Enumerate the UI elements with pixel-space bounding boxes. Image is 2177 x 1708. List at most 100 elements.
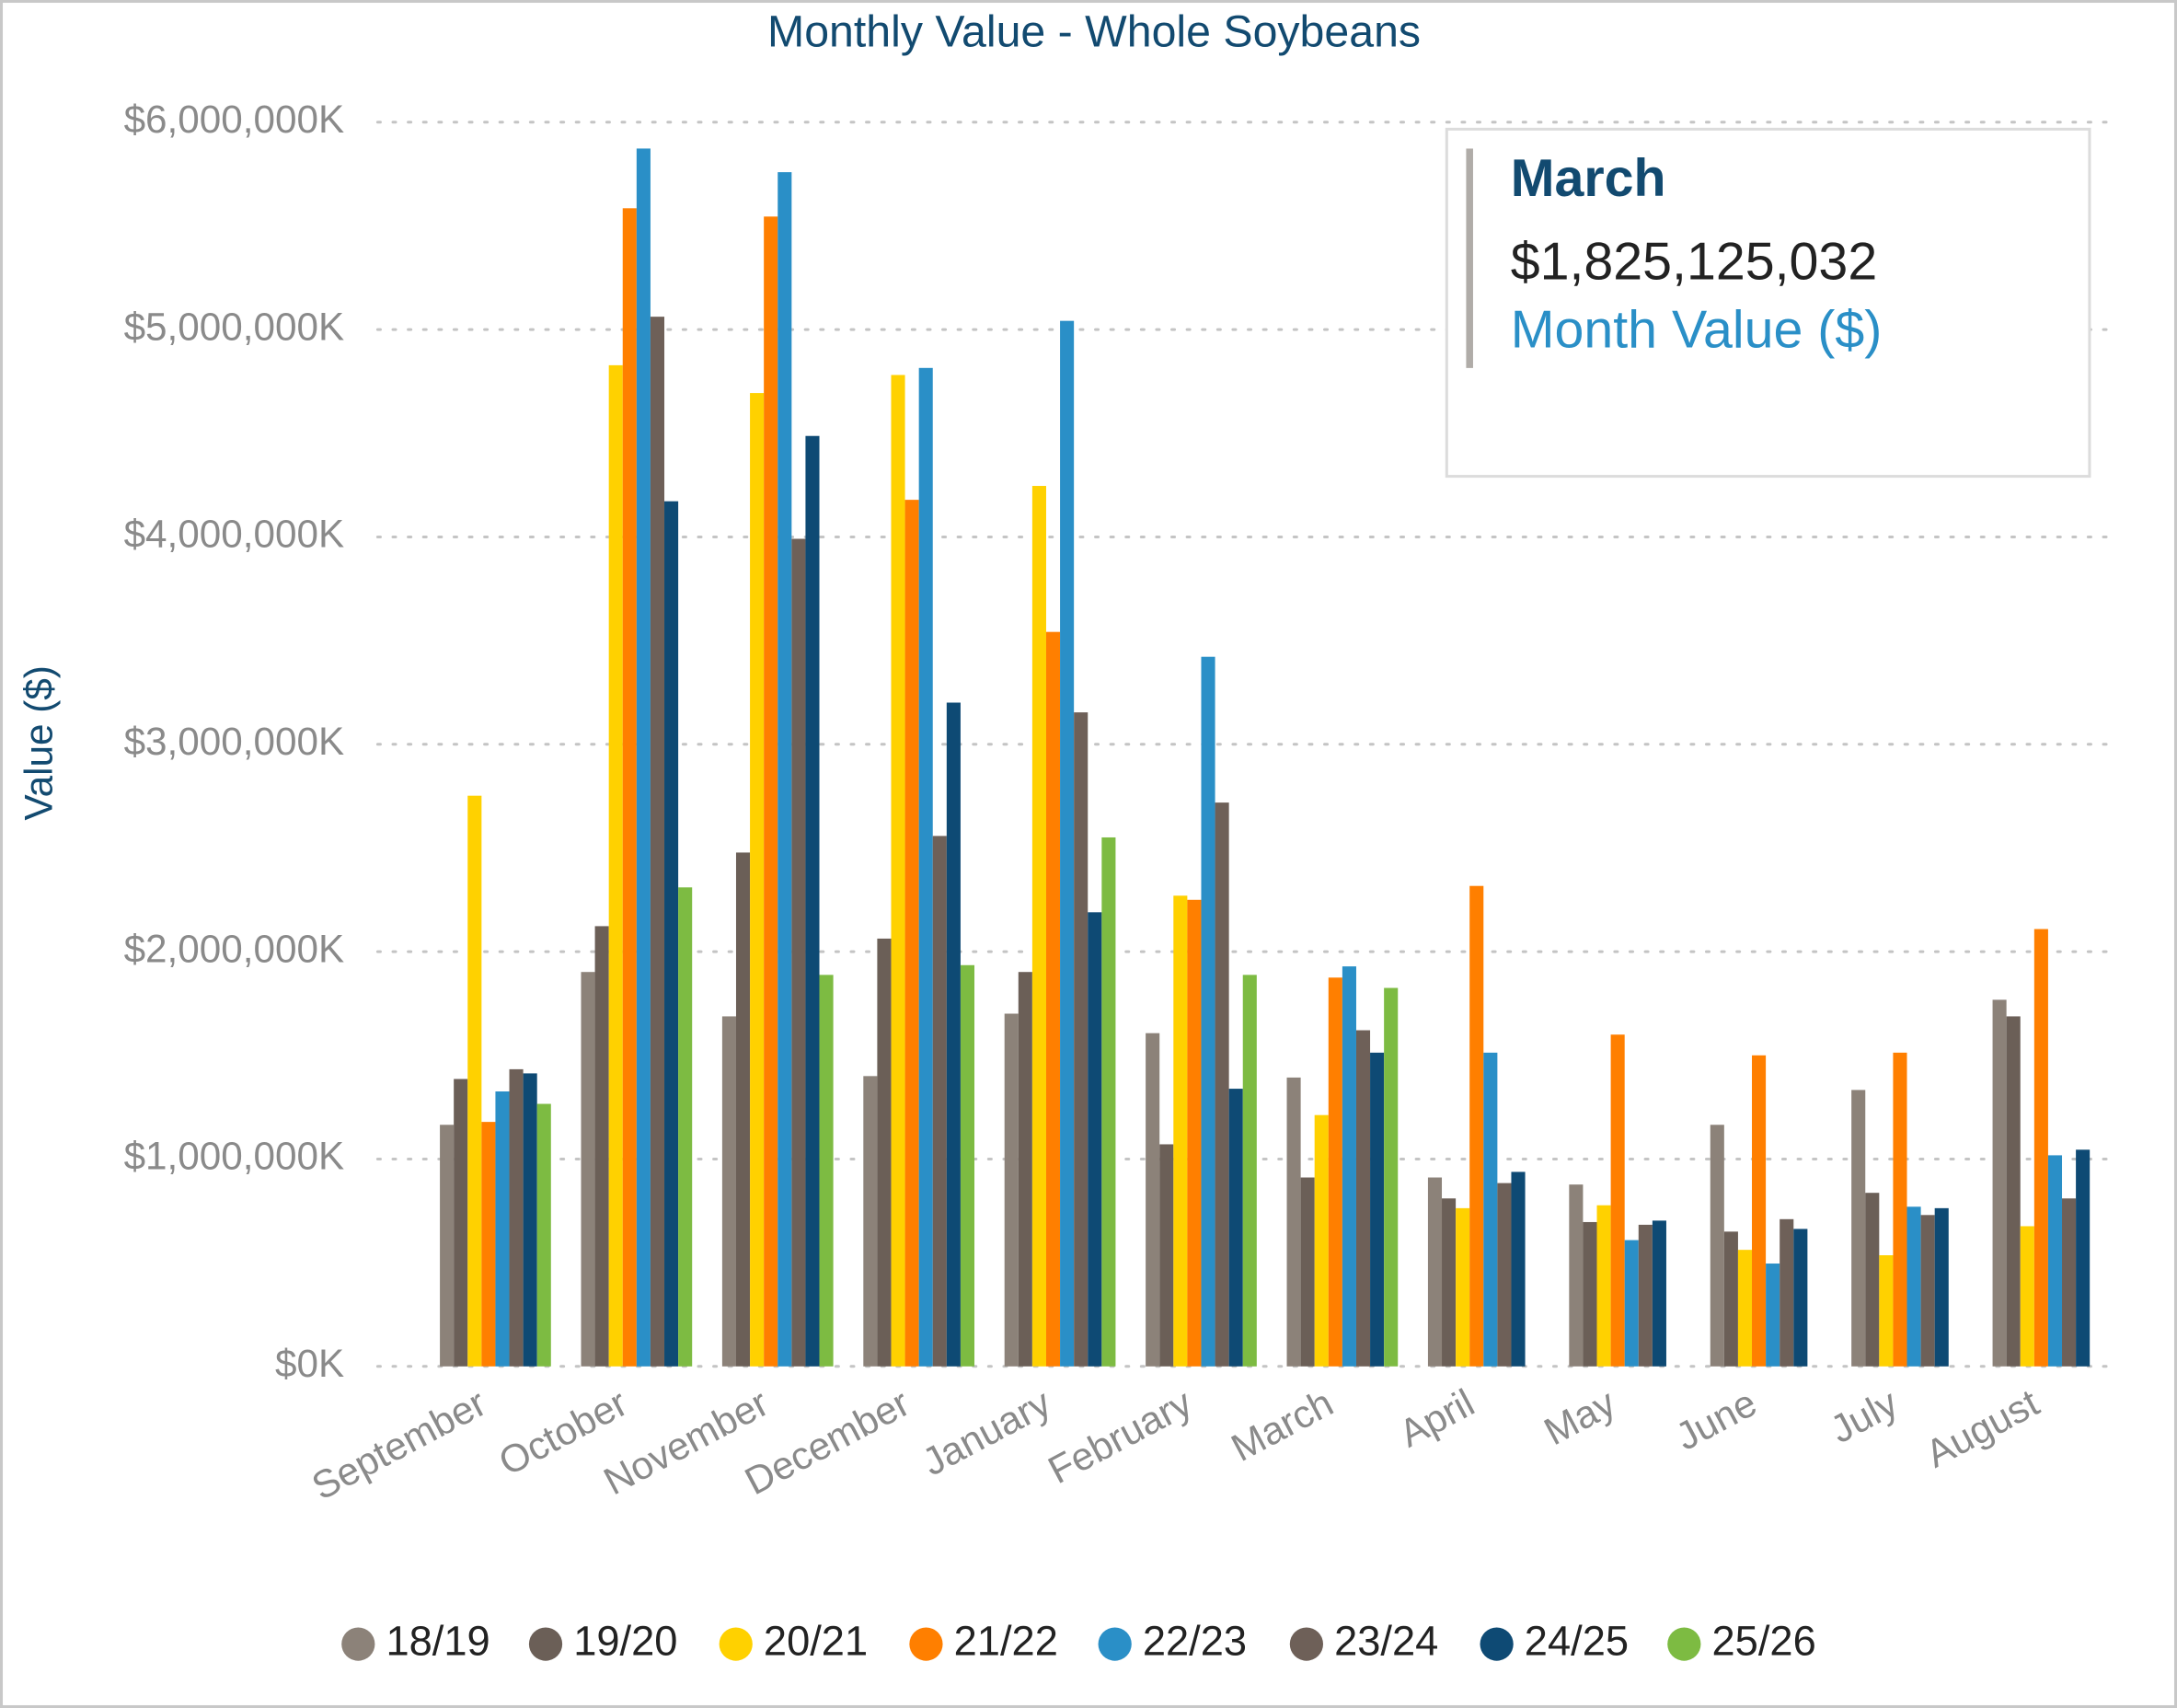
bar [764,216,778,1367]
bar [805,435,820,1367]
tooltip-accent [1466,148,1473,368]
bar [1583,1221,1597,1367]
bar [750,393,765,1367]
bar [2033,929,2048,1367]
y-tick-label: $3,000,000K [124,720,345,763]
bar [678,887,693,1367]
bar [1596,1205,1611,1367]
bar [440,1125,455,1367]
bar [536,1103,551,1367]
legend-swatch [341,1627,375,1661]
legend-label: 22/23 [1143,1618,1247,1665]
legend-label: 18/19 [386,1618,490,1665]
bar [664,501,679,1367]
bar [721,1016,736,1367]
bar [467,795,482,1367]
bar [1569,1184,1584,1367]
bar [1469,885,1484,1367]
bar [636,148,651,1367]
tooltip-title: March [1511,149,1666,208]
bar [1442,1198,1457,1367]
bar [650,317,665,1367]
bar [1314,1114,1329,1367]
bar [1920,1215,1935,1367]
bar [2047,1155,2063,1367]
bar [1752,1055,1767,1367]
bar [960,964,975,1367]
bar [1851,1090,1866,1367]
y-tick-label: $4,000,000K [124,513,345,556]
bar [1992,999,2007,1367]
legend-label: 20/21 [764,1618,868,1665]
bar [608,364,623,1367]
bar [819,975,834,1367]
bar [1723,1231,1738,1367]
bar [1893,1052,1907,1367]
bar [877,938,892,1367]
bar [1060,320,1075,1367]
legend-swatch [1667,1627,1701,1661]
bar [1300,1177,1315,1367]
bar [1511,1171,1526,1367]
y-tick-label: $5,000,000K [124,305,345,348]
legend-label: 25/26 [1712,1618,1816,1665]
bar [1624,1240,1639,1367]
bar [1328,977,1342,1367]
bar [1045,631,1061,1367]
legend-label: 19/20 [573,1618,677,1665]
bar [946,702,961,1367]
legend-label: 24/25 [1525,1618,1629,1665]
bar [2020,1226,2034,1367]
bar [1766,1264,1780,1367]
bar [1384,987,1399,1367]
y-tick-label: $6,000,000K [124,98,345,141]
legend-swatch [1098,1627,1132,1661]
y-tick-label: $0K [275,1342,344,1385]
bar [1865,1193,1880,1367]
bar [1879,1255,1894,1367]
tooltip-label: Month Value ($) [1511,300,1883,359]
bar [1652,1220,1666,1367]
bar [594,926,609,1367]
bar [1793,1229,1808,1367]
bar [735,852,751,1367]
bar [863,1076,878,1367]
bar [932,836,947,1367]
bar [1456,1207,1470,1367]
tooltip-value: $1,825,125,032 [1511,232,1878,291]
bar [454,1079,468,1367]
legend-swatch [1289,1627,1324,1661]
bar [891,375,905,1367]
bar [622,208,637,1367]
bar [918,367,933,1367]
bar [481,1122,496,1367]
bar [1018,972,1032,1367]
y-tick-label: $1,000,000K [124,1135,345,1178]
bar [1101,837,1116,1367]
chart-title: Monthly Value - Whole Soybeans [767,6,1421,56]
bar [1228,1089,1243,1367]
bar [1710,1125,1724,1367]
bar [778,172,792,1367]
legend-label: 23/24 [1334,1618,1438,1665]
legend-swatch [719,1627,753,1661]
bar [1242,975,1257,1367]
bar [1737,1250,1753,1367]
bar [523,1073,537,1367]
bar [509,1068,524,1367]
bar [581,972,595,1367]
bar [2076,1149,2091,1367]
bar [1031,486,1046,1367]
bar [1610,1034,1625,1367]
tooltip-box [1445,127,2091,479]
bar [1088,912,1102,1367]
bar [1427,1177,1443,1367]
legend-swatch [1480,1627,1514,1661]
tooltip: March $1,825,125,032 Month Value ($) [1445,127,2091,479]
bar [1215,802,1229,1367]
legend-swatch [528,1627,563,1661]
legend-swatch [909,1627,943,1661]
legend-label: 21/22 [954,1618,1058,1665]
y-tick-label: $2,000,000K [124,927,345,970]
